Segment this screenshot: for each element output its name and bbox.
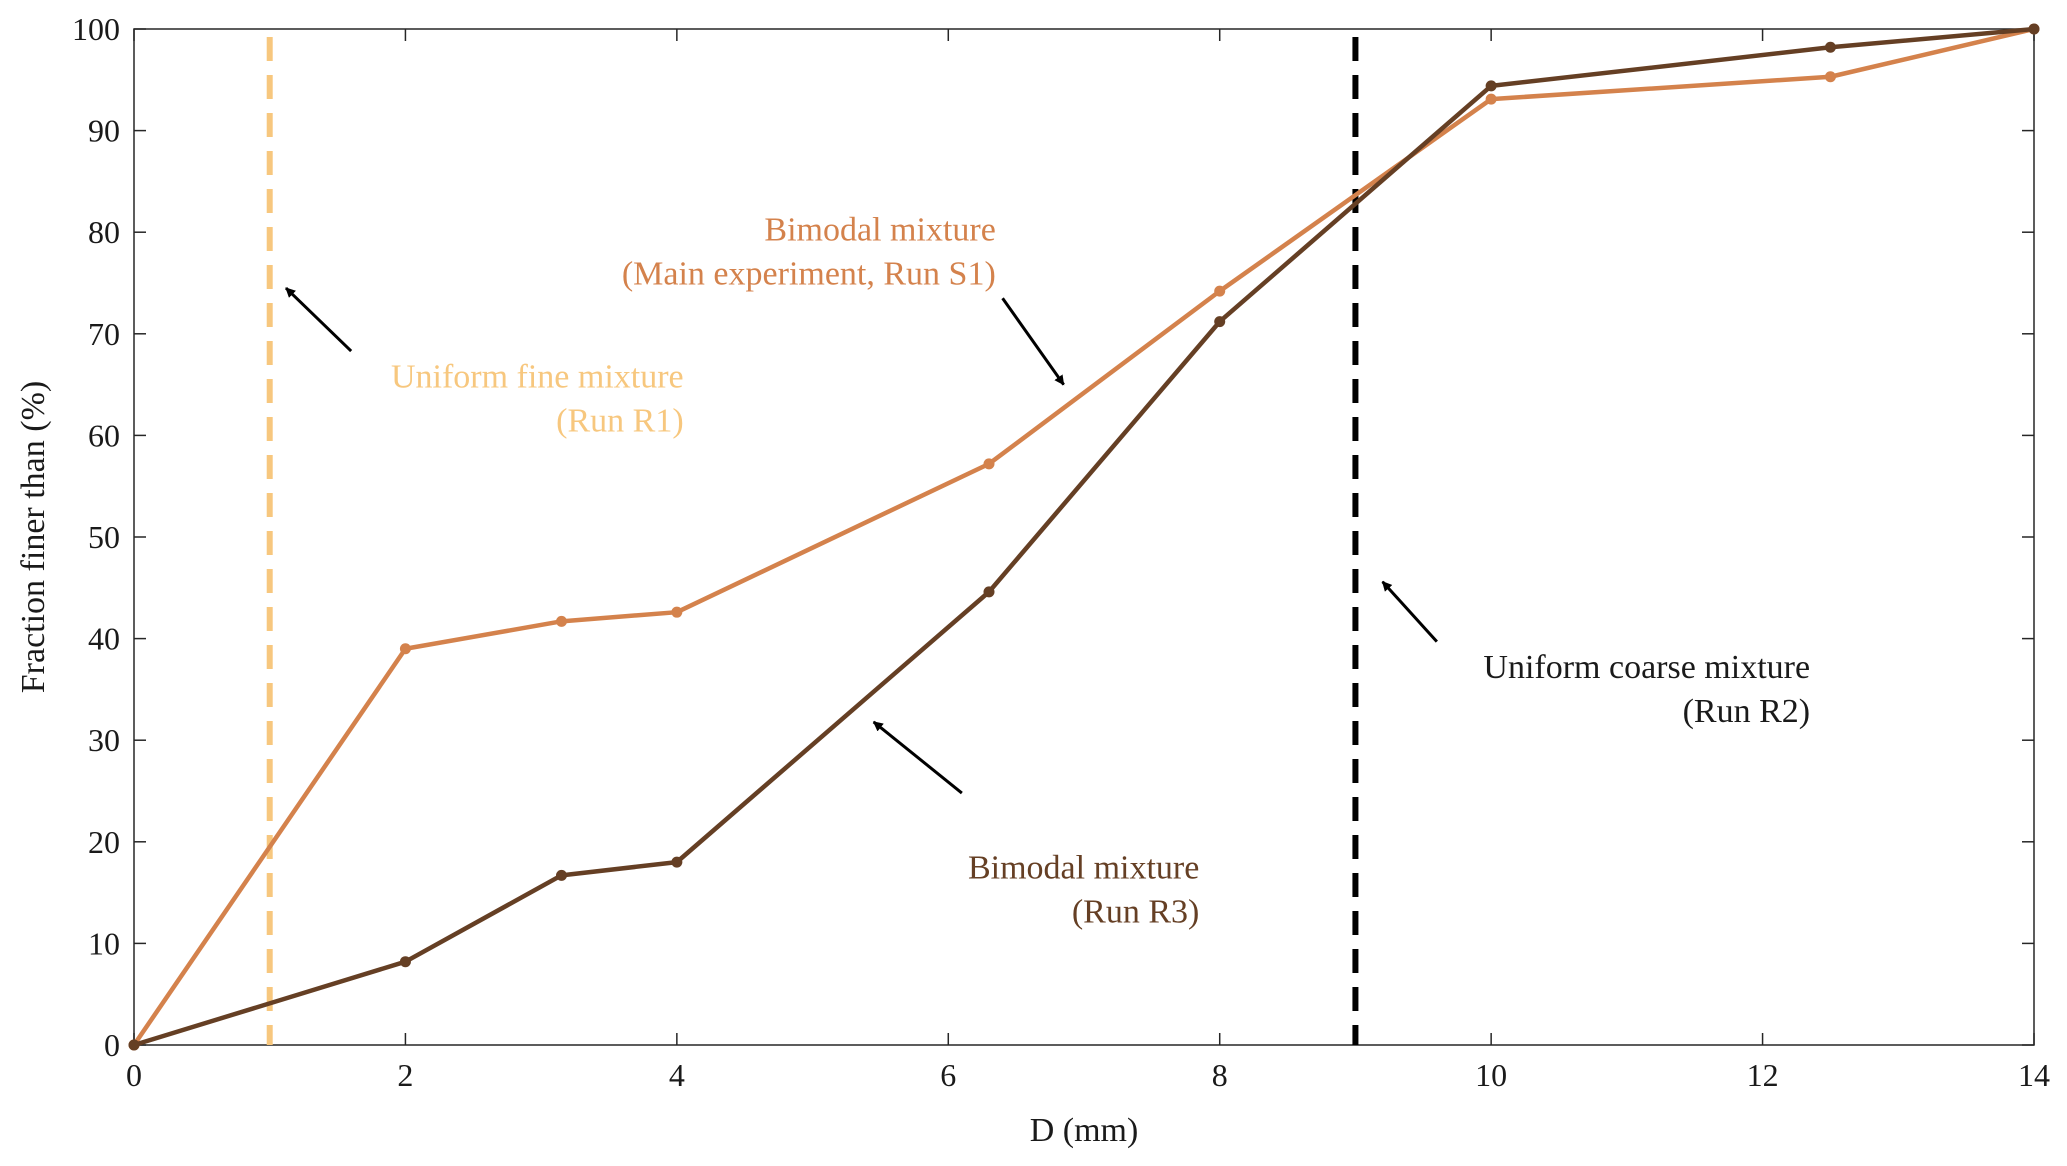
data-point — [128, 1039, 140, 1051]
data-point — [1214, 316, 1226, 328]
annotation-arrow — [872, 720, 963, 795]
annotation-text: Uniform coarse mixture — [1483, 649, 1810, 686]
data-point — [1824, 71, 1836, 83]
annotation-text: (Main experiment, Run S1) — [622, 255, 996, 292]
x-tick-label: 0 — [126, 1057, 142, 1093]
plot-area — [134, 29, 2034, 1045]
y-tick-label: 60 — [88, 417, 120, 453]
x-tick-label: 8 — [1212, 1057, 1228, 1093]
annotation-text: Bimodal mixture — [968, 849, 1199, 886]
data-point — [1485, 93, 1497, 105]
annotation-r2: Uniform coarse mixture (Run R2) — [1381, 580, 1811, 730]
x-tick-label: 14 — [2018, 1057, 2050, 1093]
data-point — [399, 956, 411, 968]
data-point — [1485, 80, 1497, 92]
data-point — [983, 458, 995, 470]
annotation-text: Bimodal mixture — [764, 211, 995, 248]
y-tick-label: 30 — [88, 722, 120, 758]
data-point — [983, 586, 995, 598]
y-tick-label: 10 — [88, 925, 120, 961]
data-point — [1824, 41, 1836, 53]
y-tick-label: 90 — [88, 113, 120, 149]
x-tick-label: 4 — [669, 1057, 685, 1093]
annotation-s1: Bimodal mixture (Main experiment, Run S1) — [622, 211, 1065, 386]
x-tick-label: 10 — [1475, 1057, 1507, 1093]
annotation-text: (Run R2) — [1683, 693, 1811, 730]
axes-frame — [133, 28, 2035, 1046]
annotation-arrow — [1001, 297, 1065, 386]
annotation-text: Uniform fine mixture — [391, 359, 684, 396]
annotations: Bimodal mixture (Main experiment, Run S1)… — [284, 211, 1811, 930]
y-tick-label: 70 — [88, 316, 120, 352]
annotation-arrow — [1381, 580, 1438, 643]
y-tick-label: 50 — [88, 519, 120, 555]
x-tick-label: 6 — [940, 1057, 956, 1093]
y-tick-label: 100 — [72, 11, 120, 47]
annotation-r1: Uniform fine mixture (Run R1) — [284, 287, 684, 440]
y-tick-label: 40 — [88, 621, 120, 657]
data-point — [1214, 285, 1226, 297]
series-2 — [128, 23, 2040, 1051]
x-tick-label: 12 — [1747, 1057, 1779, 1093]
data-point — [399, 643, 411, 655]
data-point — [2028, 23, 2040, 35]
y-tick-label: 80 — [88, 214, 120, 250]
y-tick-label: 0 — [104, 1027, 120, 1063]
data-point — [671, 856, 683, 868]
data-point — [671, 606, 683, 618]
y-tick-label: 20 — [88, 824, 120, 860]
x-axis-title: D (mm) — [1030, 1112, 1139, 1149]
data-point — [556, 869, 567, 881]
annotation-text: (Run R1) — [556, 403, 684, 440]
data-point — [556, 615, 567, 627]
annotation-arrow — [284, 287, 353, 353]
data-series — [128, 23, 2040, 1051]
annotation-r3: Bimodal mixture (Run R3) — [872, 720, 1200, 930]
x-tick-label: 2 — [397, 1057, 413, 1093]
annotation-text: (Run R3) — [1072, 893, 1200, 930]
axes: 0 2 4 6 8 10 12 14 0 10 20 30 40 50 60 70 80 90 100 — [72, 11, 2050, 1093]
y-axis-title: Fraction finer than (%) — [15, 381, 52, 694]
